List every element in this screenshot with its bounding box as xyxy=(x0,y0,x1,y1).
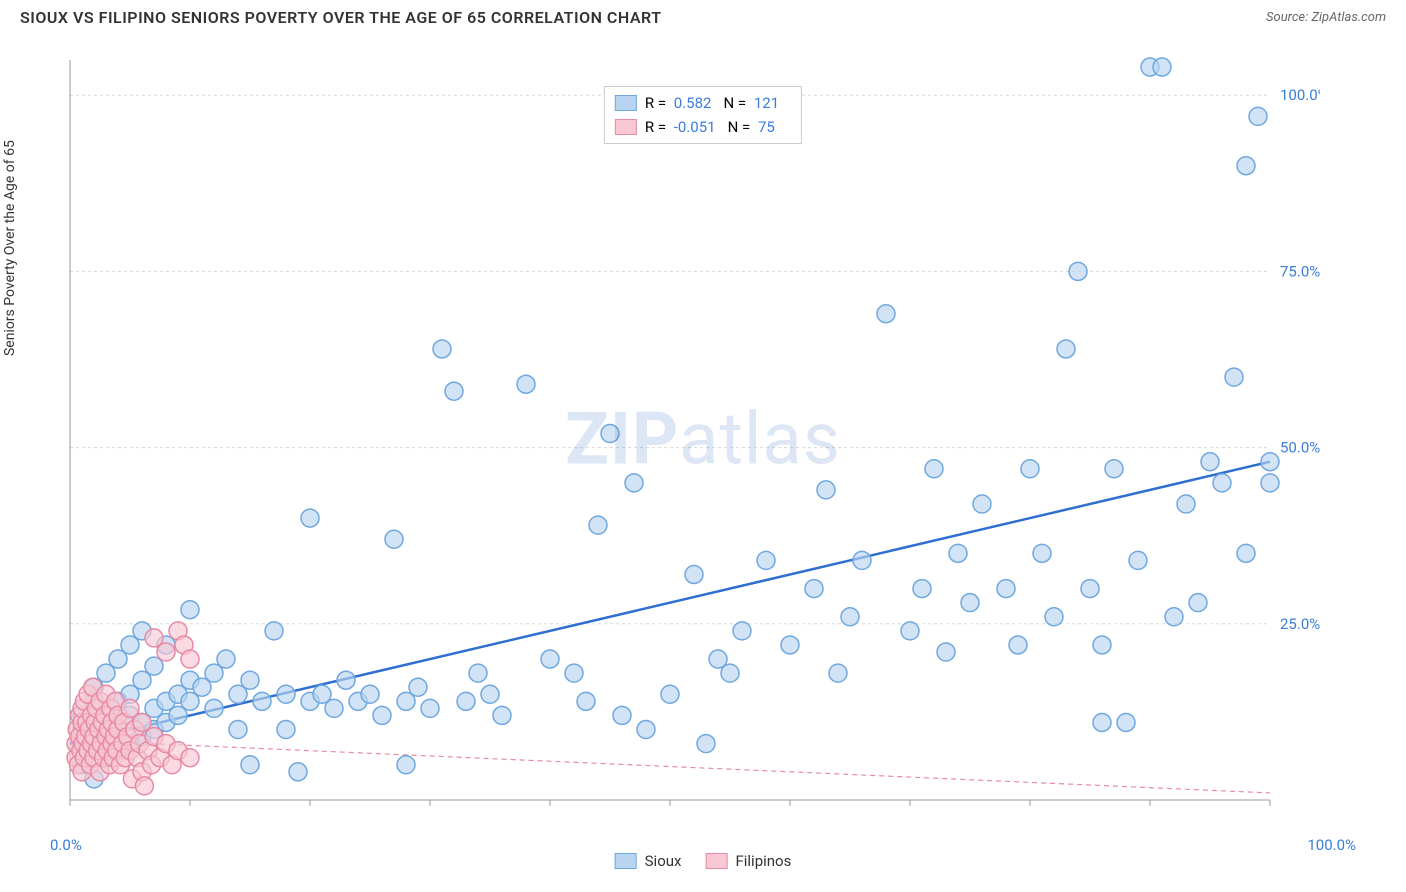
y-axis-label: Seniors Poverty Over the Age of 65 xyxy=(2,140,18,356)
legend-row-filipinos: R = -0.051N = 75 xyxy=(615,115,791,139)
swatch-filipinos xyxy=(615,119,637,135)
legend-item-sioux: Sioux xyxy=(615,852,682,870)
legend-item-filipinos: Filipinos xyxy=(705,852,791,870)
swatch-filipinos-icon xyxy=(705,853,727,869)
x-axis-min-label: 0.0% xyxy=(50,836,82,854)
swatch-sioux-icon xyxy=(615,853,637,869)
swatch-sioux xyxy=(615,95,637,111)
svg-text:75.0%: 75.0% xyxy=(1280,262,1320,280)
series-legend: Sioux Filipinos xyxy=(615,852,792,870)
scatter-chart: 25.0% 50.0% 75.0% 100.0% xyxy=(20,40,1320,840)
correlation-legend: R = 0.582N = 121 R = -0.051N = 75 xyxy=(604,86,802,144)
source-attribution: Source: ZipAtlas.com xyxy=(1266,10,1386,25)
chart-title: SIOUX VS FILIPINO SENIORS POVERTY OVER T… xyxy=(20,8,662,27)
chart-header: SIOUX VS FILIPINO SENIORS POVERTY OVER T… xyxy=(0,0,1406,31)
chart-area: Seniors Poverty Over the Age of 65 ZIPat… xyxy=(20,40,1386,872)
x-axis-max-label: 100.0% xyxy=(1307,836,1356,854)
svg-text:100.0%: 100.0% xyxy=(1280,86,1320,104)
svg-text:50.0%: 50.0% xyxy=(1280,439,1320,457)
svg-text:25.0%: 25.0% xyxy=(1280,615,1320,633)
legend-row-sioux: R = 0.582N = 121 xyxy=(615,91,791,115)
